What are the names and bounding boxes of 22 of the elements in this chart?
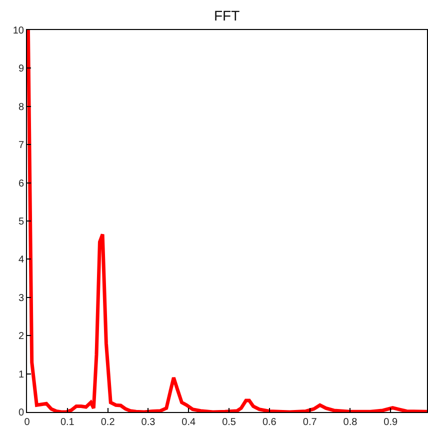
y-tick-label: 2 [18,331,24,342]
y-tick-label: 10 [12,26,24,36]
x-tick-label: 0.6 [262,417,277,428]
y-tick-label: 4 [18,254,24,266]
y-tick-label: 0 [18,408,24,418]
y-tick-label: 8 [18,102,24,113]
chart-title: FFT [214,8,240,24]
y-tick-label: 1 [18,369,24,380]
y-tick-label: 3 [18,292,24,304]
x-tick-label: 0.5 [222,417,236,428]
y-tick-label: 9 [18,64,24,75]
x-tick-label: 0.8 [343,417,358,428]
x-tick-label: 0.2 [100,417,116,428]
x-tick-label: 0.1 [60,417,75,428]
x-tick-label: 0.9 [384,417,398,428]
y-tick-label: 7 [18,140,24,152]
line-series [27,30,427,412]
x-tick-label: 0.7 [302,417,318,428]
x-tick-label: 0.4 [182,417,196,428]
x-tick-label: 0.3 [141,417,156,428]
y-tick-label: 5 [18,216,24,228]
y-tick-label: 6 [18,178,24,190]
